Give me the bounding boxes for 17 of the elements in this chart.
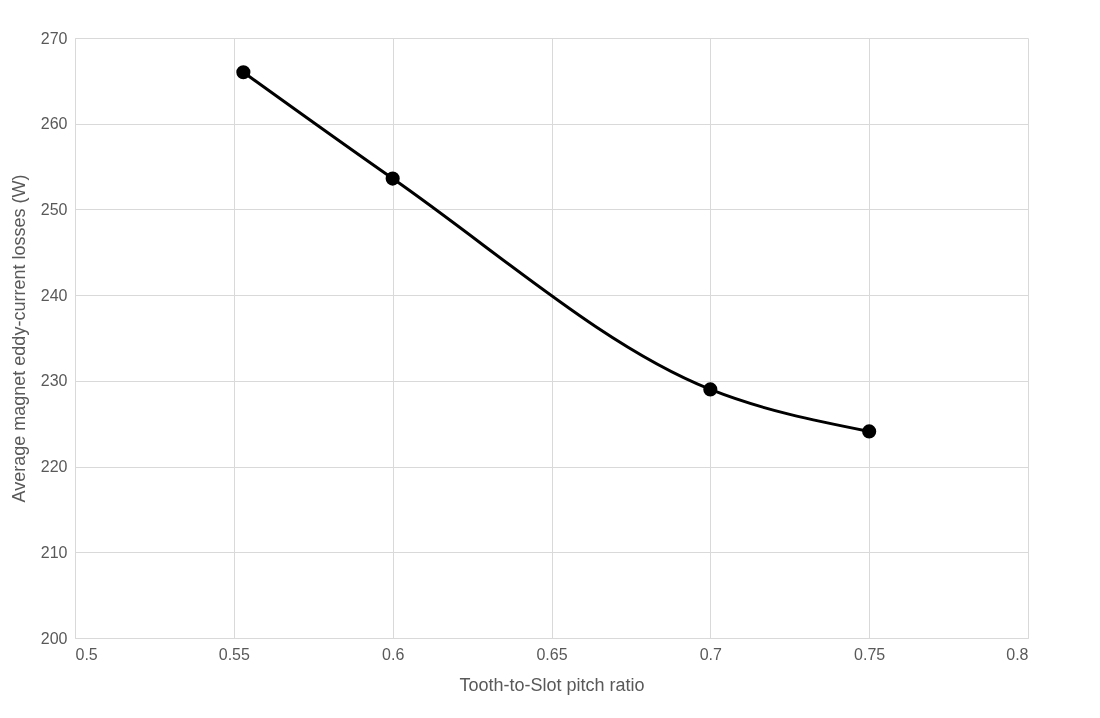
x-tick-label: 0.55 [218, 645, 251, 663]
y-tick-label: 210 [40, 543, 68, 561]
x-tick-label: 0.75 [854, 645, 886, 663]
y-tick-label: 220 [40, 458, 68, 476]
y-tick-label: 200 [40, 629, 68, 647]
y-tick-label: 260 [40, 115, 68, 133]
y-axis-title: Average magnet eddy-current losses (W) [8, 174, 29, 503]
x-tick-label: 0.65 [536, 645, 568, 663]
y-tick-label: 250 [40, 200, 68, 218]
x-tick-label: 0.6 [382, 645, 405, 663]
x-axis-title: Tooth-to-Slot pitch ratio [459, 674, 645, 695]
x-tick-label: 0.8 [1006, 645, 1029, 663]
y-tick-label: 230 [40, 372, 68, 390]
x-tick-label: 0.7 [699, 645, 723, 663]
y-tick-label: 240 [40, 286, 68, 304]
x-tick-label: 0.5 [75, 645, 98, 663]
y-tick-label: 270 [40, 29, 68, 47]
